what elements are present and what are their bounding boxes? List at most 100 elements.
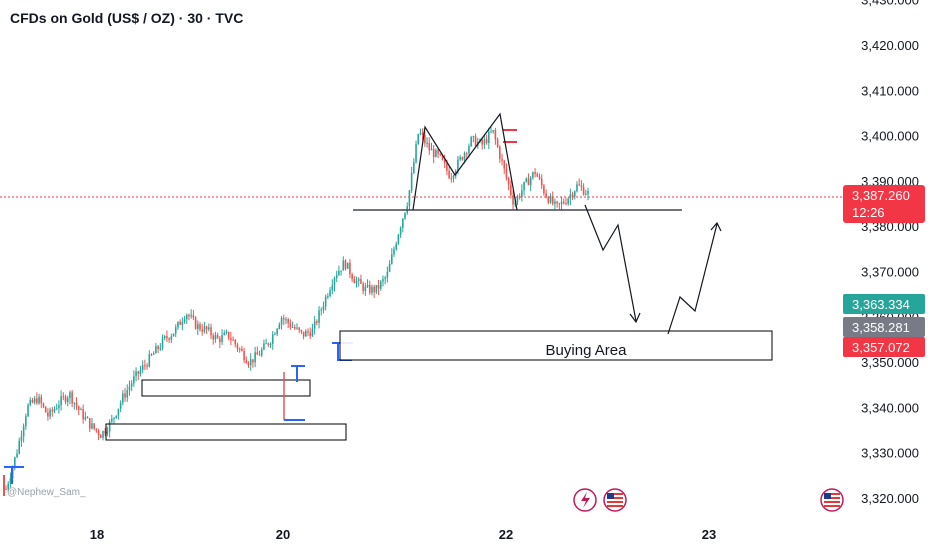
candle-body (474, 136, 477, 147)
candle-body (293, 327, 296, 329)
lightning-event-icon[interactable] (573, 488, 597, 512)
projection-arrow-up (710, 221, 722, 232)
projection-path[interactable] (584, 204, 637, 322)
candle-body (168, 338, 170, 340)
candle-body (166, 336, 168, 339)
candle-body (349, 262, 351, 275)
candle-body (582, 187, 585, 195)
candle-body (106, 431, 109, 434)
candle-body (38, 396, 40, 404)
y-tick-label: 3,430.000 (861, 0, 919, 8)
svg-text:3,363.334: 3,363.334 (852, 297, 910, 312)
candle-body (560, 201, 563, 204)
candle-body (276, 328, 278, 335)
candle-body (31, 399, 34, 403)
candle-body (435, 150, 437, 157)
candle-body (351, 274, 353, 280)
candle-body (443, 159, 446, 164)
candle-body (287, 319, 289, 324)
candle-body (459, 157, 461, 160)
candle-body (73, 402, 76, 404)
x-axis[interactable]: 18 20 22 23 (90, 527, 716, 542)
candle-body (258, 354, 261, 356)
candle-body (91, 423, 93, 429)
candle-body (534, 172, 536, 174)
us-flag-event-icon[interactable] (603, 488, 627, 512)
symbol-name[interactable]: CFDs on Gold (US$ / OZ) (10, 10, 175, 26)
candle-body (446, 163, 448, 171)
candle-body (111, 418, 113, 422)
candle-body (527, 178, 530, 186)
candle-body (368, 284, 371, 293)
candle-body (174, 327, 177, 334)
candle-body (468, 146, 470, 154)
y-tick-label: 3,340.000 (861, 400, 919, 415)
candle-body (485, 139, 488, 144)
candle-body (249, 359, 252, 366)
candle-body (399, 228, 402, 235)
source-label: TVC (215, 10, 244, 26)
us-flag-axis-icon[interactable] (820, 488, 844, 512)
price-badge-up: 3,363.334 (843, 294, 925, 314)
candle-body (183, 319, 186, 323)
candle-body (397, 234, 400, 244)
candle-body (388, 263, 391, 272)
candle-body (432, 149, 435, 157)
candle-body (245, 360, 248, 364)
candle-body (529, 177, 532, 186)
candle-body (472, 136, 475, 138)
projection-path-up[interactable] (667, 223, 718, 335)
candle-body (532, 172, 534, 178)
candle-body (80, 409, 82, 411)
interval-label[interactable]: 30 (187, 10, 203, 26)
candle-body (463, 153, 466, 160)
candle-body (302, 331, 305, 337)
candle-body (357, 279, 360, 282)
candle-body (194, 317, 197, 329)
double-top-pattern[interactable] (412, 112, 518, 211)
candle-body (203, 326, 206, 332)
candle-body (386, 271, 389, 278)
candle-body (192, 315, 195, 318)
candle-body (124, 393, 126, 398)
candle-body (29, 399, 32, 405)
candle-body (505, 168, 508, 178)
candle-body (199, 324, 201, 330)
candle-body (144, 365, 146, 367)
candle-body (117, 408, 120, 416)
candle-body (362, 283, 364, 292)
x-tick-label: 18 (90, 527, 104, 542)
candle-body (225, 331, 228, 333)
candle-body (60, 396, 62, 406)
candle-body (320, 309, 323, 311)
candle-body (119, 402, 122, 409)
candle-body (316, 321, 318, 323)
candle-body (20, 436, 23, 441)
candle-body (501, 158, 503, 161)
candle-body (439, 153, 442, 155)
candle-body (137, 371, 140, 375)
candle-body (307, 331, 309, 333)
buying-area-zone[interactable] (339, 330, 773, 361)
candle-body (252, 359, 254, 363)
candle-body (408, 190, 411, 207)
candle-body (113, 417, 115, 419)
candle-body (335, 275, 338, 278)
candle-body (115, 415, 118, 418)
candle-body (327, 295, 329, 297)
candle-body (492, 130, 495, 132)
candle-body (84, 417, 87, 420)
candle-body (108, 421, 111, 432)
candle-body (163, 336, 166, 339)
y-axis[interactable]: 3,320.0003,330.0003,340.0003,350.0003,36… (861, 0, 919, 506)
candle-body (346, 262, 349, 269)
candle-body (148, 354, 151, 367)
y-tick-label: 3,400.000 (861, 129, 919, 144)
price-badge-ref: 3,358.281 (843, 317, 925, 337)
candle-body (234, 340, 237, 345)
candle-body (66, 398, 69, 402)
candle-body (305, 331, 307, 337)
candle-body (342, 260, 345, 271)
author-watermark: @Nephew_Sam_ (7, 487, 86, 498)
